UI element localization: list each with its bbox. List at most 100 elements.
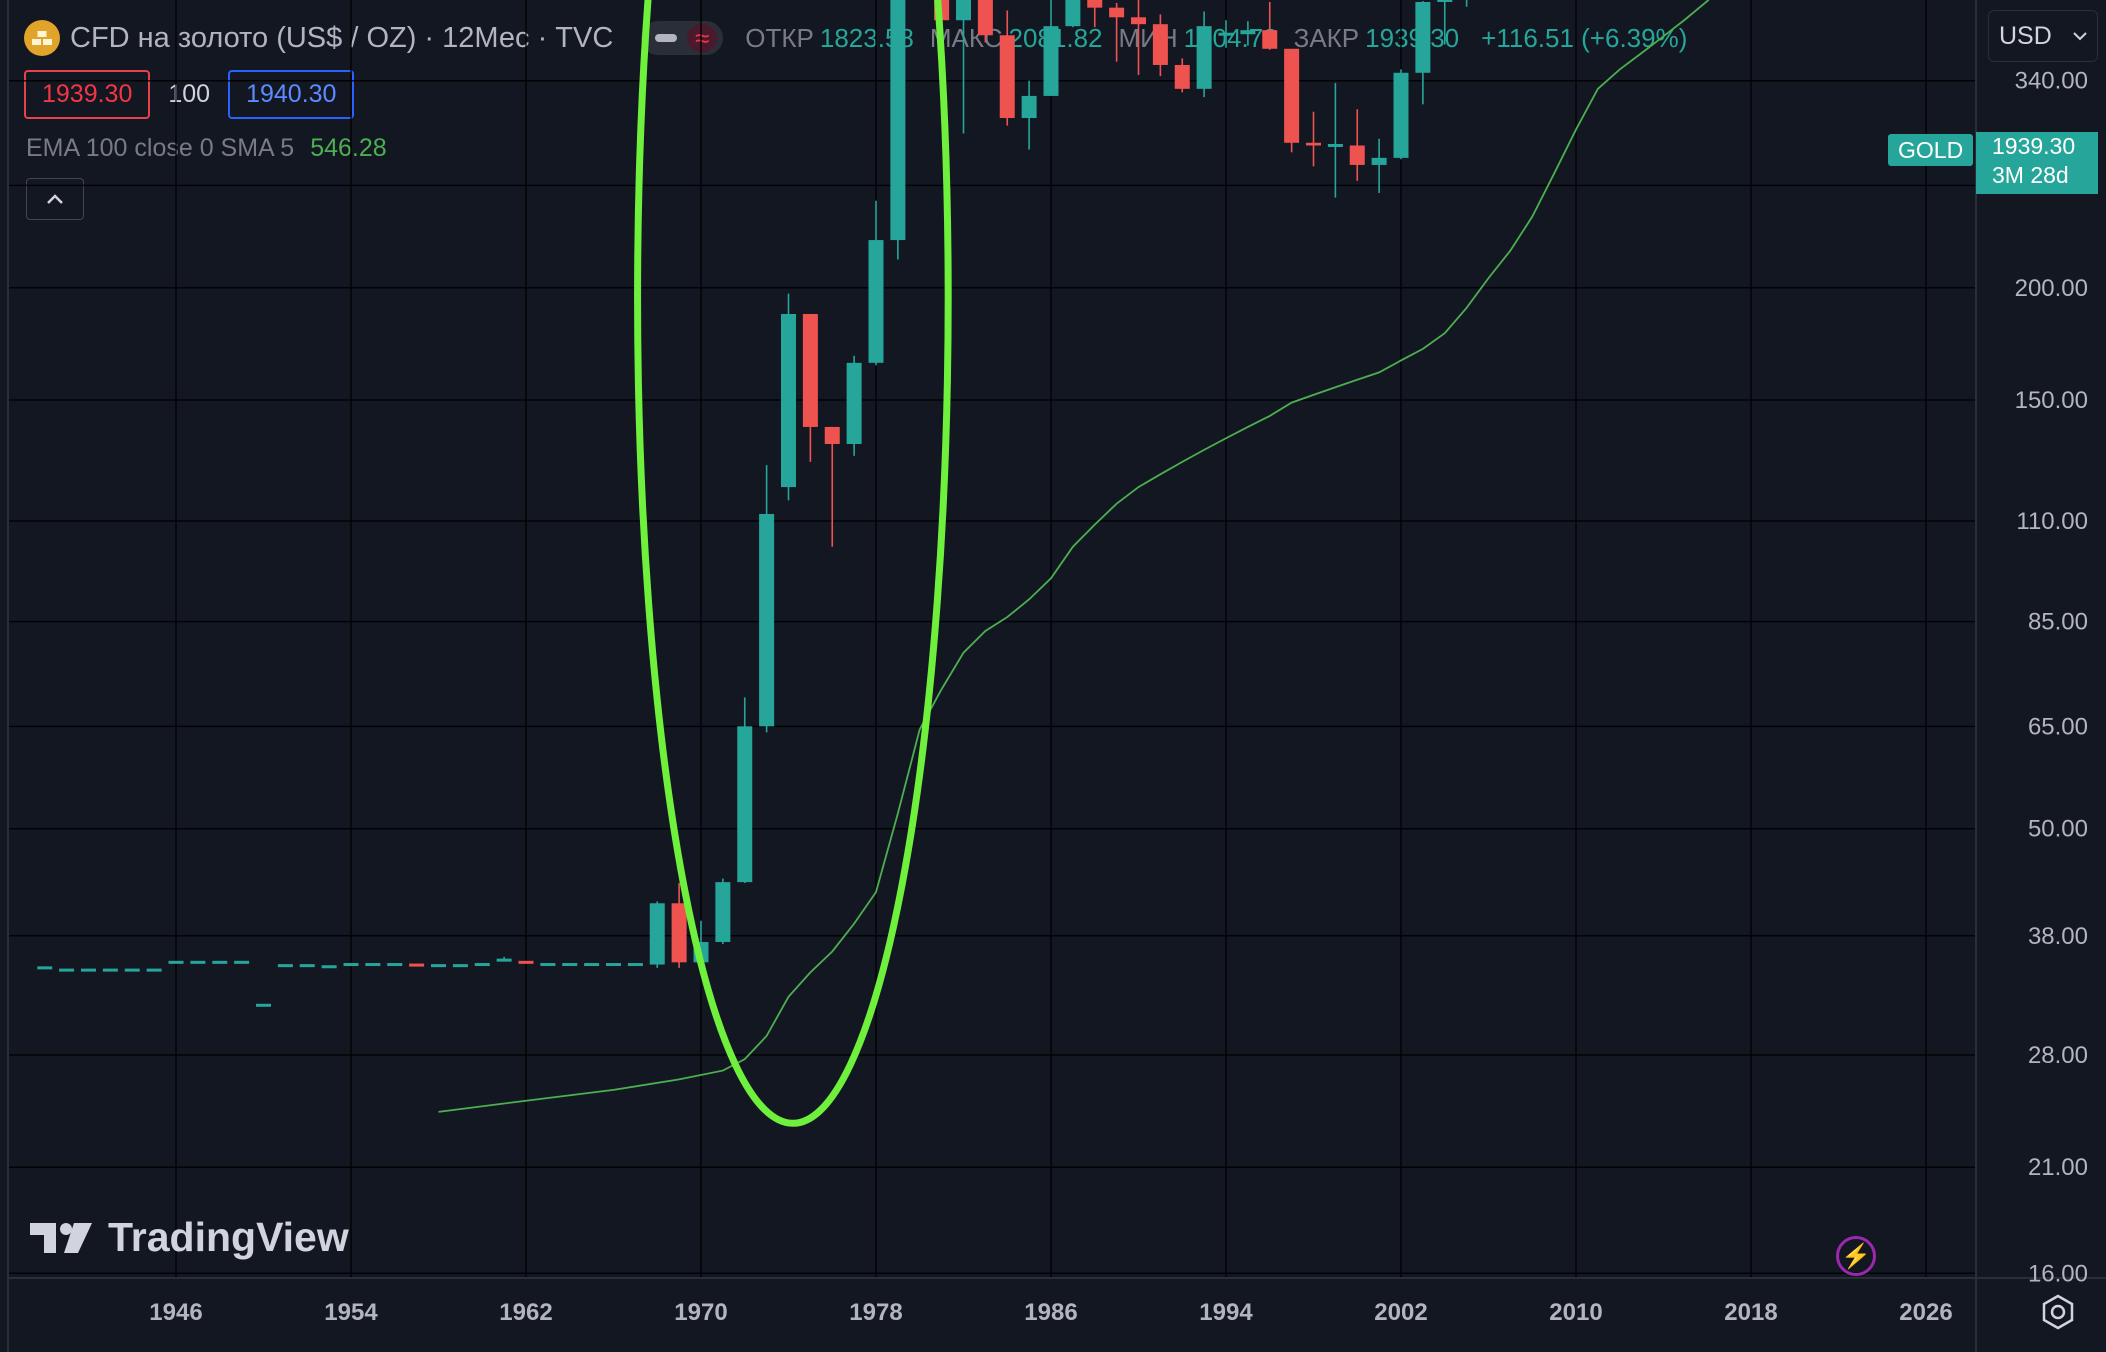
candle — [1109, 2, 1125, 62]
candle — [956, 0, 971, 134]
ema-line — [438, 0, 1710, 1113]
candle — [1196, 11, 1212, 98]
candle-body — [759, 514, 775, 727]
time-tick-label: 1970 — [674, 1299, 727, 1326]
candle — [146, 968, 162, 972]
candle-body — [146, 968, 162, 972]
candle — [1437, 0, 1453, 45]
candle-body — [890, 0, 906, 241]
candle — [168, 960, 184, 964]
candle-body — [715, 882, 731, 942]
candle-body — [999, 35, 1015, 119]
last-price-label: 1939.30 3M 28d — [1976, 132, 2098, 194]
countdown-value: 3M 28d — [1992, 162, 2069, 188]
lightning-icon[interactable]: ⚡ — [1836, 1236, 1876, 1276]
candle-body — [868, 240, 884, 363]
candle-body — [59, 968, 75, 972]
candle — [452, 964, 468, 968]
candle — [606, 963, 621, 967]
candle-body — [977, 0, 993, 36]
symbol-title[interactable]: CFD на золото (US$ / OZ) · 12Мес · TVC — [70, 21, 614, 54]
candle — [1065, 0, 1081, 28]
candle-body — [212, 960, 228, 964]
tradingview-logo[interactable]: TradingView — [30, 1214, 349, 1261]
candle-body — [409, 963, 425, 967]
price-tick-label: 200.00 — [2015, 275, 2088, 302]
last-price-value: 1939.30 — [1992, 133, 2076, 159]
candle — [759, 464, 775, 733]
price-tick-label: 150.00 — [2015, 387, 2088, 414]
candle — [1087, 0, 1103, 28]
candle — [846, 355, 862, 456]
candle — [343, 963, 359, 967]
candle — [1327, 83, 1343, 198]
sell-price-button[interactable]: 1939.30 — [24, 70, 151, 119]
candle-body — [190, 960, 206, 964]
time-tick-label: 2010 — [1549, 1299, 1602, 1326]
candle-body — [37, 966, 53, 970]
candle-body — [452, 964, 468, 968]
minus-icon — [655, 34, 678, 42]
close-label: ЗАКР — [1293, 22, 1360, 53]
time-tick-label: 1994 — [1199, 1299, 1253, 1326]
currency-value: USD — [1999, 21, 2052, 50]
candle — [1021, 80, 1037, 150]
candle — [81, 968, 96, 972]
chart-grid — [8, 0, 1976, 1278]
price-tick-label: 65.00 — [2028, 713, 2088, 740]
settings-icon[interactable] — [2038, 1292, 2078, 1332]
candle — [474, 963, 490, 967]
candle-body — [518, 960, 534, 964]
close-value: 1939.30 — [1365, 22, 1460, 53]
candle-body — [540, 963, 556, 967]
indicator-value: 546.28 — [310, 134, 387, 162]
candle-body — [124, 968, 140, 972]
candle-body — [1240, 30, 1256, 35]
candle — [277, 964, 293, 968]
candle — [1043, 0, 1059, 96]
time-tick-label: 1946 — [149, 1299, 202, 1326]
candle — [1262, 1, 1278, 50]
ema-layer — [438, 0, 1710, 1113]
candle — [824, 426, 840, 547]
candle — [1284, 48, 1300, 153]
candle — [1240, 21, 1256, 46]
time-tick-label: 1954 — [324, 1299, 378, 1326]
candle-body — [1284, 48, 1300, 143]
candle — [59, 968, 75, 972]
indicator-toggle[interactable]: ≈ — [641, 21, 724, 55]
annotation-layer — [634, 0, 952, 1127]
candle — [584, 963, 600, 967]
indicator-legend[interactable]: EMA 100 close 0 SMA 5 546.28 — [26, 134, 387, 163]
candle-body — [1262, 30, 1278, 49]
candle-body — [1415, 1, 1431, 73]
collapse-legend-button[interactable] — [26, 178, 84, 220]
price-tick-label: 16.00 — [2028, 1260, 2088, 1287]
candle — [1131, 0, 1146, 76]
candle — [802, 313, 818, 462]
trade-prices: 1939.30 100 1940.30 — [24, 70, 355, 119]
candle-body — [1349, 145, 1365, 165]
buy-price-button[interactable]: 1940.30 — [228, 70, 355, 119]
candle-body — [321, 965, 337, 969]
symbol-price-label: GOLD — [1888, 134, 1974, 166]
candle-body — [737, 726, 753, 883]
candle-body — [606, 963, 621, 967]
candle-body — [1437, 0, 1453, 2]
candle-body — [1087, 0, 1103, 8]
candle-body — [1043, 26, 1059, 96]
candle-body — [343, 963, 359, 967]
candle-body — [299, 964, 315, 968]
price-tick-label: 340.00 — [2015, 68, 2088, 95]
candle — [999, 10, 1015, 126]
symbol-header: CFD на золото (US$ / OZ) · 12Мес · TVC ≈… — [24, 14, 1687, 62]
candle-body — [102, 968, 118, 972]
candle — [1349, 109, 1365, 181]
candle — [868, 200, 884, 366]
currency-select[interactable]: USD — [1988, 10, 2098, 62]
candle-body — [781, 313, 796, 488]
candle — [256, 1003, 271, 1007]
candle-body — [1218, 32, 1234, 36]
time-tick-label: 2002 — [1374, 1299, 1427, 1326]
